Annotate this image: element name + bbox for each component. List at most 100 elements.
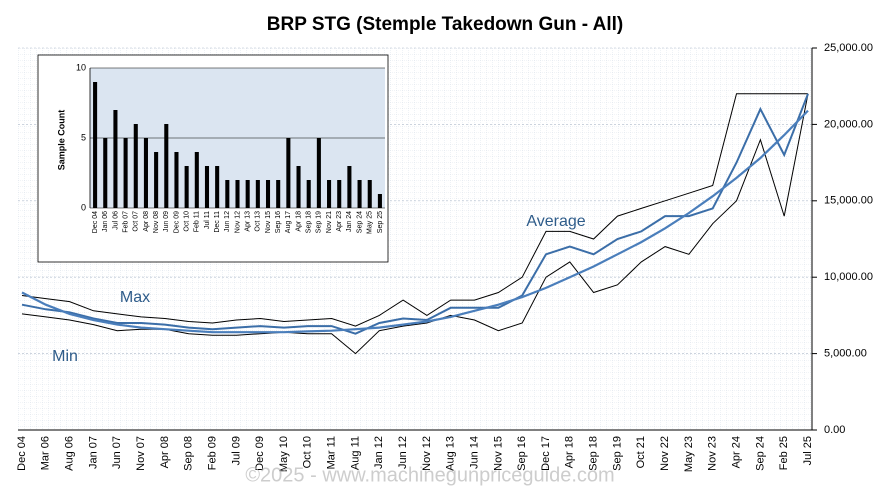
inset-bar	[245, 180, 250, 208]
x-tick-label: Nov 22	[659, 436, 671, 471]
y-tick-label: 10,000.00	[824, 271, 873, 283]
series-line	[21, 93, 808, 327]
inset-y-tick-label: 5	[81, 132, 86, 142]
x-tick-label: Jun 12	[397, 436, 409, 469]
x-tick-label: Feb 09	[206, 436, 218, 470]
inset-bar	[194, 152, 199, 208]
inset-bar	[296, 166, 301, 208]
x-tick-label: Aug 06	[64, 436, 76, 471]
inset-bar	[306, 180, 311, 208]
inset-bar	[377, 194, 382, 208]
series-annotation: Average	[526, 213, 585, 230]
x-tick-label: Apr 08	[159, 436, 171, 468]
y-tick-label: 20,000.00	[824, 118, 873, 130]
x-tick-label: Jan 12	[373, 436, 385, 469]
inset-bar	[286, 138, 291, 208]
y-tick-label: 0.00	[824, 424, 845, 436]
inset-x-tick-label: Sep 19	[316, 211, 323, 233]
x-tick-label: Mar 11	[326, 436, 338, 469]
inset-bar	[164, 124, 169, 208]
inset-bar	[265, 180, 271, 208]
inset-y-label: Sample Count	[56, 110, 66, 171]
inset-bar	[367, 180, 372, 208]
x-tick-label: May 23	[683, 436, 695, 472]
inset-x-tick-label: Dec 11	[214, 211, 221, 233]
x-tick-label: Sep 18	[588, 436, 600, 471]
x-tick-label: Nov 23	[707, 436, 719, 471]
inset-x-tick-label: Nov 15	[265, 211, 272, 233]
inset-bar	[255, 180, 260, 208]
inset-bar	[133, 124, 138, 208]
x-tick-label: Dec 17	[540, 436, 552, 471]
watermark: ©2025 - www.machinegunpriceguide.com	[245, 464, 614, 486]
series-annotation: Min	[52, 348, 78, 365]
inset-x-tick-label: Aug 17	[285, 211, 292, 233]
inset-bar	[143, 138, 148, 208]
x-tick-label: Jun 07	[111, 436, 123, 469]
inset-bar	[225, 180, 230, 208]
x-tick-label: Mar 06	[40, 436, 52, 470]
inset-x-tick-label: Jul 11	[204, 211, 211, 229]
x-tick-label: Oct 21	[635, 436, 647, 468]
inset-x-tick-label: Nov 08	[153, 211, 160, 233]
x-tick-label: Jul 09	[230, 436, 242, 465]
y-tick-label: 5,000.00	[824, 348, 867, 360]
inset-bar	[154, 152, 159, 208]
inset-x-tick-label: Oct 10	[183, 211, 190, 232]
inset-bar	[215, 166, 220, 208]
inset-x-tick-label: Nov 21	[326, 211, 333, 233]
x-tick-label: May 10	[278, 436, 290, 472]
inset-bar	[113, 110, 118, 208]
x-tick-label: Nov 15	[492, 436, 504, 471]
x-tick-label: Nov 07	[135, 436, 147, 471]
inset-x-tick-label: Dec 09	[173, 211, 180, 233]
x-tick-label: Apr 18	[564, 436, 576, 468]
x-tick-label: Aug 11	[349, 436, 361, 470]
inset-bar	[337, 180, 342, 208]
x-tick-label: Jul 25	[802, 436, 814, 465]
inset-x-tick-label: Feb 11	[194, 211, 201, 232]
inset-x-tick-label: Jan 06	[102, 211, 109, 232]
inset-bar	[357, 180, 362, 208]
inset-x-tick-label: May 25	[367, 211, 374, 234]
inset-x-tick-label: Feb 07	[122, 211, 129, 233]
inset-x-tick-label: Jun 12	[224, 211, 231, 232]
inset-x-tick-label: Sep 16	[275, 211, 282, 233]
chart-title: BRP STG (Stemple Takedown Gun - All)	[267, 14, 623, 35]
inset-x-tick-label: Jan 24	[346, 211, 353, 232]
inset-x-tick-label: Jun 09	[163, 211, 170, 232]
main-chart: 0.00 5,000.00 10,000.00 15,000.00 20,000.00 2…	[16, 42, 873, 472]
inset-x-tick-label: Apr 13	[245, 211, 252, 232]
inset-x-tick-label: Sep 25	[377, 211, 384, 233]
x-tick-label: Sep 19	[611, 436, 623, 471]
x-tick-label: Dec 09	[254, 436, 266, 471]
series-line	[21, 93, 809, 335]
x-tick-label: Nov 12	[421, 436, 433, 471]
inset-x-tick-label: Sep 18	[306, 211, 313, 233]
x-tick-label: Sep 16	[516, 436, 528, 471]
inset-x-tick-label: Sep 24	[356, 211, 363, 233]
inset-bar	[174, 152, 179, 208]
y-tick-label: 15,000.00	[824, 195, 873, 207]
inset-bar	[347, 166, 352, 208]
inset-bar	[184, 166, 189, 208]
x-tick-label: Jun 14	[468, 436, 480, 469]
inset-y-tick-label: 0	[81, 202, 86, 212]
inset-x-tick-label: Nov 12	[234, 211, 241, 233]
inset-bar	[204, 166, 210, 208]
inset-bar	[316, 138, 321, 208]
inset-bar	[103, 138, 108, 208]
x-tick-label: Sep 24	[754, 436, 766, 471]
inset-x-tick-label: Oct 13	[255, 211, 262, 232]
x-tick-label: Oct 10	[302, 436, 314, 468]
inset-x-tick-label: Oct 07	[133, 211, 140, 232]
trend-line	[21, 109, 809, 334]
inset-bar	[235, 180, 240, 208]
inset-bar	[276, 180, 281, 208]
inset-x-tick-label: Jul 06	[112, 211, 119, 230]
x-tick-label: Dec 04	[16, 436, 28, 471]
inset-x-tick-label: Apr 08	[143, 211, 150, 232]
inset-x-tick-label: Dec 04	[92, 211, 99, 233]
inset-bar	[123, 138, 128, 208]
